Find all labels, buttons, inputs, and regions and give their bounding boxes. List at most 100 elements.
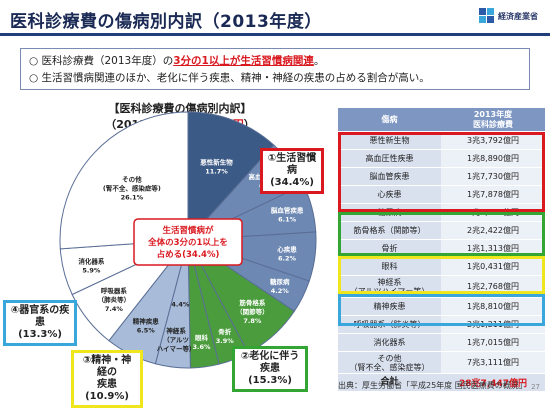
table-cell-disease: 骨折 <box>338 240 441 257</box>
pie-label-10-line-2: 7.4% <box>105 305 124 313</box>
table-group-neuro <box>338 256 545 294</box>
table-cell-disease-name: 眼科 <box>381 262 398 271</box>
pie-label-2: 脳血管疾患 6.1% <box>270 206 304 224</box>
table-cell-amount: 1兆0,431億円 <box>441 258 545 275</box>
table-group-aging <box>338 212 545 256</box>
table-cell-disease-name: その他 <box>377 353 402 363</box>
callout-organ-line1: ④器官系の疾患 <box>10 305 70 328</box>
table-cell-disease-name: 消化器系 <box>373 338 406 347</box>
pie-label-4: 糖尿病 4.2% <box>270 277 290 295</box>
pie-label-7-line-0: 眼科 <box>195 333 209 342</box>
table-cell-amount: 3兆3,792億円 <box>441 132 545 149</box>
callout-lifestyle: ①生活習慣病 (34.4%) <box>260 148 324 194</box>
table-cell-disease-name: 悪性新生物 <box>369 136 410 145</box>
callout-aging-line2: (15.3%) <box>248 375 292 386</box>
title-divider <box>0 33 550 36</box>
table-cell-disease: 眼科 <box>338 258 441 275</box>
pie-label-9-line-0: 精神疾患 <box>133 316 160 325</box>
center-note: 生活習慣病が 全体の3分の1以上を 占める(34.4%) <box>133 218 243 266</box>
pie-label-6-line-0: 骨折 <box>218 327 232 336</box>
pie-label-11-line-1: 5.9% <box>82 267 101 275</box>
pie-label-6: 骨折 3.9% <box>216 327 235 345</box>
pie-label-0-line-0: 悪性新生物 <box>200 157 233 166</box>
table-header-label: 医科診療費 <box>473 119 513 129</box>
pie-label-10: 呼吸器系（肺炎等） 7.4% <box>98 286 131 313</box>
pie-label-12-line-1: (腎不全、感染症等) <box>103 184 161 193</box>
pie-label-5: 筋骨格系（関節等） 7.8% <box>236 298 269 325</box>
logo-text: 経済産業省 <box>498 11 538 21</box>
pie-label-4-line-0: 糖尿病 <box>270 277 290 286</box>
table-row: 心疾患 1兆7,878億円 <box>338 186 545 204</box>
table-row: 高血圧性疾患 1兆8,890億円 <box>338 150 545 168</box>
pie-label-11: 消化器系 5.9% <box>78 257 105 275</box>
table-cell-disease: 精神疾患 <box>338 298 441 315</box>
pie-label-3-line-1: 6.2% <box>278 255 297 263</box>
cost-table: 傷病 2013年度 医科診療費 悪性新生物 3兆3,792億円高血圧性疾患 1兆8,… <box>338 108 545 392</box>
table-cell-amount: 7兆3,111億円 <box>441 352 545 373</box>
pie-label-12: その他(腎不全、感染症等) 26.1% <box>103 175 161 202</box>
pie-label-8-line-0: 神経系 <box>166 326 186 335</box>
table-cell-amount: 1兆8,890億円 <box>441 150 545 167</box>
pie-label-8: 神経系（アルツハイマー等） <box>157 326 196 353</box>
pie-label-9-line-1: 6.5% <box>137 326 156 334</box>
callout-lifestyle-line2: (34.4%) <box>270 177 314 188</box>
table-cell-disease-name: 精神疾患 <box>373 302 406 311</box>
table-header-disease: 傷病 <box>338 108 441 131</box>
meti-logo: 経済産業省 <box>479 8 538 24</box>
table-total-row: 合計 28兆7,447億円 <box>338 374 545 392</box>
table-row: 悪性新生物 3兆3,792億円 <box>338 132 545 150</box>
callout-aging-line1: ②老化に伴う疾患 <box>240 351 300 374</box>
table-cell-disease-name: 筋骨格系（関節等） <box>353 226 426 235</box>
table-total-label: 合計 <box>338 374 441 391</box>
pie-label-10-line-0: 呼吸器系 <box>101 286 128 295</box>
table-cell-disease: 高血圧性疾患 <box>338 150 441 167</box>
page-title: 医科診療費の傷病別内訳（2013年度） <box>10 12 322 32</box>
table-group-lifestyle <box>338 132 545 212</box>
meti-logo-icon <box>479 8 495 24</box>
center-note-line3: 占める(34.4%) <box>157 249 220 260</box>
summary-bullet-1: ○ 医科診療費（2013年度）の3分の1以上が生活習慣病関連。 <box>29 53 521 70</box>
bullet-1-suffix: 。 <box>313 55 325 67</box>
table-header: 傷病 2013年度 医科診療費 <box>338 108 545 132</box>
pie-label-7-line-1: 3.6% <box>192 343 211 351</box>
table-row: 脳血管疾患 1兆7,730億円 <box>338 168 545 186</box>
table-group-organ <box>338 294 545 326</box>
table-cell-disease: 筋骨格系（関節等） <box>338 222 441 239</box>
table-cell-disease: 悪性新生物 <box>338 132 441 149</box>
pie-label-neuro-pct: 4.4% <box>171 301 190 309</box>
table-row: その他 （腎不全、感染症等） 7兆3,111億円 <box>338 352 545 374</box>
pie-label-4-line-1: 4.2% <box>271 287 290 295</box>
table-total-amount: 28兆7,447億円 <box>441 374 545 391</box>
pie-label-8-line-1: （アルツ <box>163 336 189 344</box>
table-cell-amount: 1兆7,730億円 <box>441 168 545 185</box>
pie-label-10-line-1: （肺炎等） <box>98 295 131 304</box>
table-header-cost: 2013年度 医科診療費 <box>441 108 545 131</box>
center-note-line1: 生活習慣病が <box>162 225 214 236</box>
pie-label-8-line-2: ハイマー等） <box>157 344 196 353</box>
pie-label-3: 心疾患 6.2% <box>277 245 297 263</box>
table-cell-disease-name: 脳血管疾患 <box>369 172 410 181</box>
table-cell-amount: 1兆7,015億円 <box>441 334 545 351</box>
pie-label-2-line-0: 脳血管疾患 <box>270 206 304 215</box>
pie-label-12-line-2: 26.1% <box>121 194 144 202</box>
table-cell-disease-name: 高血圧性疾患 <box>365 154 414 163</box>
pie-label-5-line-1: （関節等） <box>236 307 269 316</box>
pie-label-2-line-1: 6.1% <box>278 216 297 224</box>
page-number: 27 <box>531 383 540 391</box>
pie-label-3-line-0: 心疾患 <box>277 245 297 254</box>
callout-neuro-line1: ③精神・神経の <box>82 355 132 378</box>
pie-label-6-line-1: 3.9% <box>216 337 235 345</box>
chart-heading-suffix: ） <box>243 118 255 131</box>
bullet-1-prefix: ○ 医科診療費（2013年度）の <box>29 55 174 67</box>
table-cell-disease: その他 （腎不全、感染症等） <box>338 352 441 373</box>
pie-label-7: 眼科 3.6% <box>192 333 211 351</box>
table-row: 眼科 1兆0,431億円 <box>338 258 545 276</box>
pie-label-5-line-2: 7.8% <box>243 317 262 325</box>
pie-slice-12 <box>59 111 189 250</box>
table-cell-disease-name: 心疾患 <box>377 190 402 199</box>
callout-lifestyle-line1: ①生活習慣病 <box>267 153 317 176</box>
table-cell-disease-name: 神経系 <box>377 277 402 287</box>
pie-label-5-line-0: 筋骨格系 <box>238 298 266 307</box>
chart-heading-line1: 【医科診療費の傷病別内訳】 <box>108 102 252 115</box>
table-header-year: 2013年度 <box>473 109 513 119</box>
